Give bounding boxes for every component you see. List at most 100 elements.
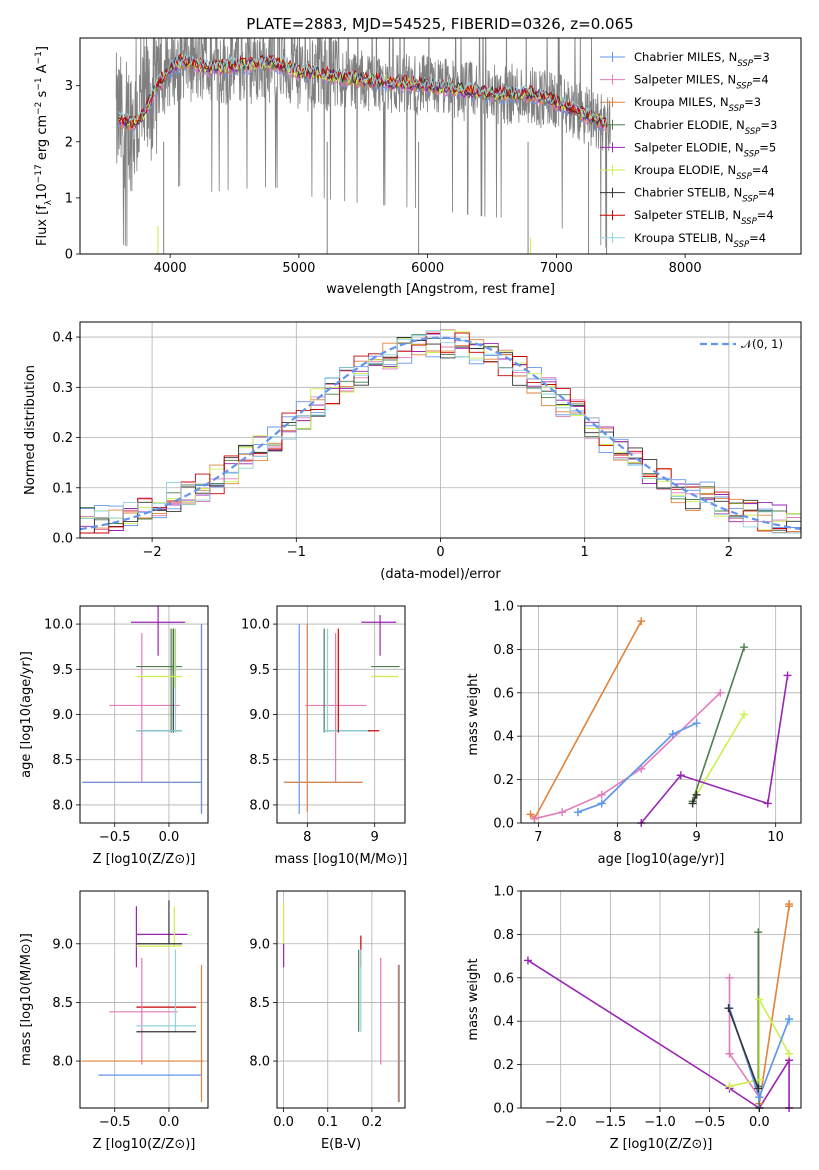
weight-point-marker — [637, 764, 646, 773]
x-tick-label: 7 — [534, 830, 542, 845]
y-axis-label: mass weight — [466, 958, 481, 1040]
y-tick-label: 0.2 — [52, 431, 73, 446]
axes-frame — [276, 890, 406, 1109]
y-tick-label: 8.5 — [52, 996, 73, 1011]
y-tick-label: 8.0 — [249, 798, 270, 813]
residual-histogram-step — [80, 330, 801, 534]
y-axis-label: mass weight — [466, 673, 481, 755]
weight-point-marker — [725, 1049, 734, 1058]
y-tick-label: 1.0 — [493, 600, 514, 615]
weight-series-line — [727, 1007, 760, 1089]
model-spectrum — [118, 53, 608, 129]
residual-histogram-step — [80, 332, 801, 534]
weight-point-marker — [523, 956, 532, 965]
x-tick-label: 0.1 — [317, 1115, 338, 1130]
x-axis-label: Z [log10(Z/Z⊙)] — [93, 1137, 196, 1152]
y-tick-label: 10.0 — [241, 618, 270, 633]
weight-point-marker — [597, 790, 606, 799]
x-axis-label: E(B-V) — [321, 1137, 361, 1152]
legend-label: Chabrier MILES, NSSP=3 — [634, 50, 770, 69]
weight-series-line — [758, 904, 790, 1104]
weight-point-marker — [783, 671, 792, 680]
age-vs-mass-panel: 8 9 8.0 8.5 9.0 9.5 10.0 mass [log10(M/M⊙)] — [241, 605, 408, 867]
legend-label: Kroupa STELIB, NSSP=4 — [634, 231, 766, 250]
y-tick-label: 0.2 — [493, 1058, 514, 1073]
y-tick-label: 0.4 — [493, 730, 514, 745]
y-tick-label: 9.0 — [52, 937, 73, 952]
y-tick-label: 0.2 — [493, 773, 514, 788]
massweight-vs-metallicity-panel: −2.0 −1.5 −1.0 −0.5 0.0 0.0 0.2 0.4 0.6 0.8 1.0 Z [… — [466, 885, 802, 1152]
weight-point-marker — [637, 617, 646, 626]
weight-point-marker — [530, 814, 539, 823]
spectrum-panel: 4000 5000 6000 7000 8000 0 1 2 3 wavelength [Angs… — [34, 37, 802, 297]
weight-point-marker — [785, 1049, 794, 1058]
weight-point-marker — [740, 710, 749, 719]
y-tick-label: 10.0 — [44, 618, 73, 633]
x-tick-label: −0.5 — [694, 1115, 726, 1130]
weight-point-marker — [754, 1084, 763, 1093]
x-tick-label: 6000 — [411, 261, 444, 276]
axes-frame — [79, 37, 802, 255]
x-tick-label: 0.0 — [749, 1115, 770, 1130]
y-axis-label: Flux [fλ10−17 erg cm−2 s−1 A−1] — [34, 46, 54, 246]
weight-point-marker — [755, 1093, 764, 1102]
y-tick-label: 9.0 — [52, 708, 73, 723]
y-tick-label: 0.6 — [493, 971, 514, 986]
x-tick-label: 8000 — [669, 261, 702, 276]
y-axis-label: age [log10(age/yr)] — [19, 651, 34, 778]
y-tick-label: 1.0 — [493, 885, 514, 900]
weight-series-line — [729, 999, 790, 1088]
y-tick-label: 1 — [65, 191, 73, 206]
y-tick-label: 0 — [65, 248, 73, 263]
weight-series-line — [691, 646, 745, 802]
y-tick-label: 8.0 — [52, 1055, 73, 1070]
y-tick-label: 0.1 — [52, 481, 73, 496]
weight-point-marker — [724, 1004, 733, 1013]
y-tick-label: 0.0 — [493, 817, 514, 832]
x-tick-label: 0.2 — [362, 1115, 383, 1130]
x-tick-label: −1.0 — [644, 1115, 676, 1130]
spectrum-title: PLATE=2883, MJD=54525, FIBERID=0326, z=0… — [246, 15, 633, 33]
weight-point-marker — [740, 643, 749, 652]
x-tick-label: 0.0 — [273, 1115, 294, 1130]
y-tick-label: 0.0 — [493, 1102, 514, 1117]
x-tick-label: 0.0 — [159, 1115, 180, 1130]
x-axis-label: age [log10(age/yr)] — [598, 852, 725, 867]
age-vs-metallicity-panel: −0.5 0.0 8.0 8.5 9.0 9.5 10.0 Z [log10(Z/Z⊙)] ag… — [19, 605, 209, 867]
x-axis-label: Z [log10(Z/Z⊙)] — [610, 1137, 713, 1152]
x-tick-label: −1.5 — [595, 1115, 627, 1130]
x-tick-label: 7000 — [540, 261, 573, 276]
y-tick-label: 0.8 — [493, 928, 514, 943]
model-spectrum — [118, 52, 608, 128]
weight-series-line — [695, 714, 745, 796]
x-axis-label: mass [log10(M/M⊙)] — [275, 852, 408, 867]
weight-point-marker — [558, 808, 567, 817]
y-tick-label: 9.0 — [249, 937, 270, 952]
x-tick-label: 10 — [767, 830, 784, 845]
y-tick-label: 0.4 — [493, 1015, 514, 1030]
weight-point-marker — [716, 688, 725, 697]
x-tick-label: 9 — [371, 830, 379, 845]
x-tick-label: 0.0 — [159, 830, 180, 845]
legend-label: Salpeter MILES, NSSP=4 — [634, 73, 769, 92]
y-axis-label: Normed distribution — [23, 365, 38, 495]
weight-point-marker — [785, 1015, 794, 1024]
x-tick-label: 0 — [436, 545, 444, 560]
weight-point-marker — [692, 790, 701, 799]
x-tick-label: 4000 — [154, 261, 187, 276]
x-tick-label: 2 — [725, 545, 733, 560]
weight-point-marker — [725, 973, 734, 982]
axes-frame — [520, 605, 802, 824]
weight-point-marker — [692, 719, 701, 728]
y-tick-label: 0.4 — [52, 331, 73, 346]
x-tick-label: −0.5 — [99, 1115, 131, 1130]
weight-series-line — [577, 722, 697, 813]
y-tick-label: 0.0 — [52, 532, 73, 547]
x-tick-label: −2.0 — [545, 1115, 577, 1130]
y-tick-label: 9.0 — [249, 708, 270, 723]
y-axis-label: mass [log10(M/M⊙)] — [19, 933, 34, 1066]
legend-label: Kroupa MILES, NSSP=3 — [634, 95, 761, 114]
y-tick-label: 3 — [65, 79, 73, 94]
y-tick-label: 8.5 — [249, 996, 270, 1011]
